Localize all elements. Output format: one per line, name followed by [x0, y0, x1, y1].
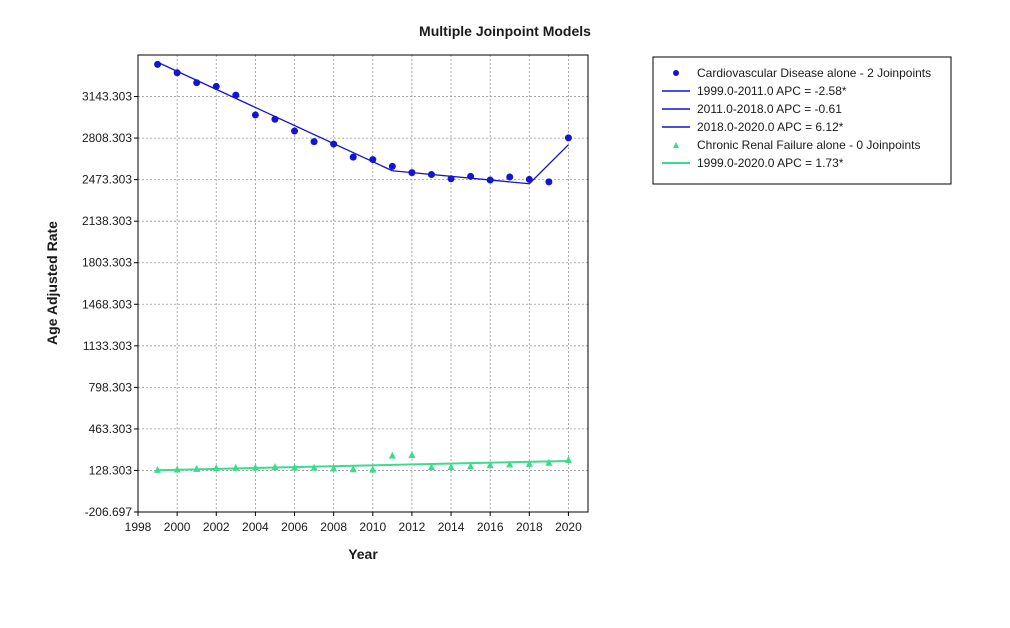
point-renal	[193, 464, 201, 472]
fit-lines	[157, 61, 569, 472]
point-cardiovascular	[291, 127, 299, 135]
point-renal	[447, 463, 455, 471]
x-axis-title: Year	[348, 546, 378, 562]
fit-line-cardiovascular-3	[528, 144, 569, 185]
point-cardiovascular	[193, 79, 201, 87]
plot-area-frame	[137, 54, 589, 513]
legend-frame	[652, 56, 952, 185]
point-renal	[408, 450, 416, 458]
chart-title: Multiple Joinpoint Models	[419, 23, 591, 39]
point-renal	[564, 455, 572, 463]
point-cardiovascular	[369, 156, 377, 164]
y-tick-label: 463.303	[89, 422, 133, 436]
x-tick-label: 2016	[477, 520, 504, 534]
point-renal	[349, 465, 357, 473]
x-tick-label: 2010	[359, 520, 386, 534]
grid-lines	[138, 55, 588, 512]
y-tick-label: 1133.303	[83, 339, 132, 353]
point-cardiovascular	[388, 162, 396, 170]
x-tick-label: 2012	[399, 520, 426, 534]
point-cardiovascular	[330, 140, 338, 148]
x-axis: 1998 2000 2002 2004 2006 2008 2010 2012 2014 2016…	[125, 512, 582, 534]
point-renal	[271, 463, 279, 471]
y-tick-label: 3143.303	[82, 90, 132, 104]
y-tick-label: 2473.303	[82, 173, 132, 187]
point-renal	[545, 458, 553, 466]
point-renal	[173, 465, 181, 473]
x-tick-label: 2002	[203, 520, 230, 534]
point-cardiovascular	[232, 91, 240, 99]
point-renal	[251, 463, 259, 471]
legend-marker-cardiovascular	[673, 70, 679, 76]
point-cardiovascular	[310, 138, 318, 146]
point-cardiovascular	[427, 170, 435, 178]
point-renal	[369, 465, 377, 473]
point-cardiovascular	[271, 115, 279, 123]
y-tick-label: 1468.303	[82, 297, 132, 311]
y-axis-title: Age Adjusted Rate	[44, 221, 60, 345]
point-cardiovascular	[447, 175, 455, 183]
point-renal	[506, 460, 514, 468]
point-cardiovascular	[173, 69, 181, 77]
y-tick-label: 1803.303	[82, 256, 132, 270]
point-cardiovascular	[408, 169, 416, 177]
point-renal	[154, 465, 162, 473]
x-tick-label: 2018	[516, 520, 543, 534]
x-tick-label: 2020	[555, 520, 582, 534]
y-tick-label: 2808.303	[82, 131, 132, 145]
point-renal	[330, 464, 338, 472]
point-cardiovascular	[251, 111, 259, 119]
x-tick-label: 2000	[164, 520, 191, 534]
y-axis: -206.697 128.303 463.303 798.303 1133.303 146…	[82, 90, 138, 519]
legend-marker-renal	[673, 142, 679, 148]
point-cardiovascular	[506, 173, 514, 181]
y-tick-label: 798.303	[89, 380, 133, 394]
point-cardiovascular	[564, 134, 572, 142]
point-renal	[310, 463, 318, 471]
point-cardiovascular	[154, 60, 162, 68]
y-tick-label: 2138.303	[82, 214, 132, 228]
legend-label-renal-fit: 1999.0-2020.0 APC = 1.73*	[697, 156, 844, 170]
y-tick-label: -206.697	[85, 505, 133, 519]
point-renal	[212, 464, 220, 472]
x-tick-label: 2006	[281, 520, 308, 534]
point-renal	[486, 461, 494, 469]
legend-label-renal: Chronic Renal Failure alone - 0 Joinpoin…	[697, 138, 920, 152]
point-renal	[388, 451, 396, 459]
y-tick-label: 128.303	[89, 463, 133, 477]
x-tick-label: 2008	[320, 520, 347, 534]
legend-label-segment-3: 2018.0-2020.0 APC = 6.12*	[697, 120, 844, 134]
point-renal	[467, 462, 475, 470]
point-renal	[232, 463, 240, 471]
point-renal	[427, 463, 435, 471]
legend-label-segment-1: 1999.0-2011.0 APC = -2.58*	[697, 84, 847, 98]
x-tick-label: 1998	[125, 520, 152, 534]
legend-label-cardiovascular: Cardiovascular Disease alone - 2 Joinpoi…	[697, 66, 931, 80]
x-tick-label: 2014	[438, 520, 465, 534]
point-cardiovascular	[349, 153, 357, 161]
point-cardiovascular	[486, 176, 494, 184]
point-cardiovascular	[525, 175, 533, 183]
point-cardiovascular	[467, 172, 475, 180]
fit-line-renal-1	[157, 459, 569, 472]
point-cardiovascular	[212, 82, 220, 90]
data-points	[154, 60, 572, 473]
legend: Cardiovascular Disease alone - 2 Joinpoi…	[652, 56, 952, 185]
x-tick-label: 2004	[242, 520, 269, 534]
point-cardiovascular	[545, 178, 553, 186]
legend-label-segment-2: 2011.0-2018.0 APC = -0.61	[697, 102, 842, 116]
point-renal	[291, 463, 299, 471]
point-renal	[525, 459, 533, 467]
